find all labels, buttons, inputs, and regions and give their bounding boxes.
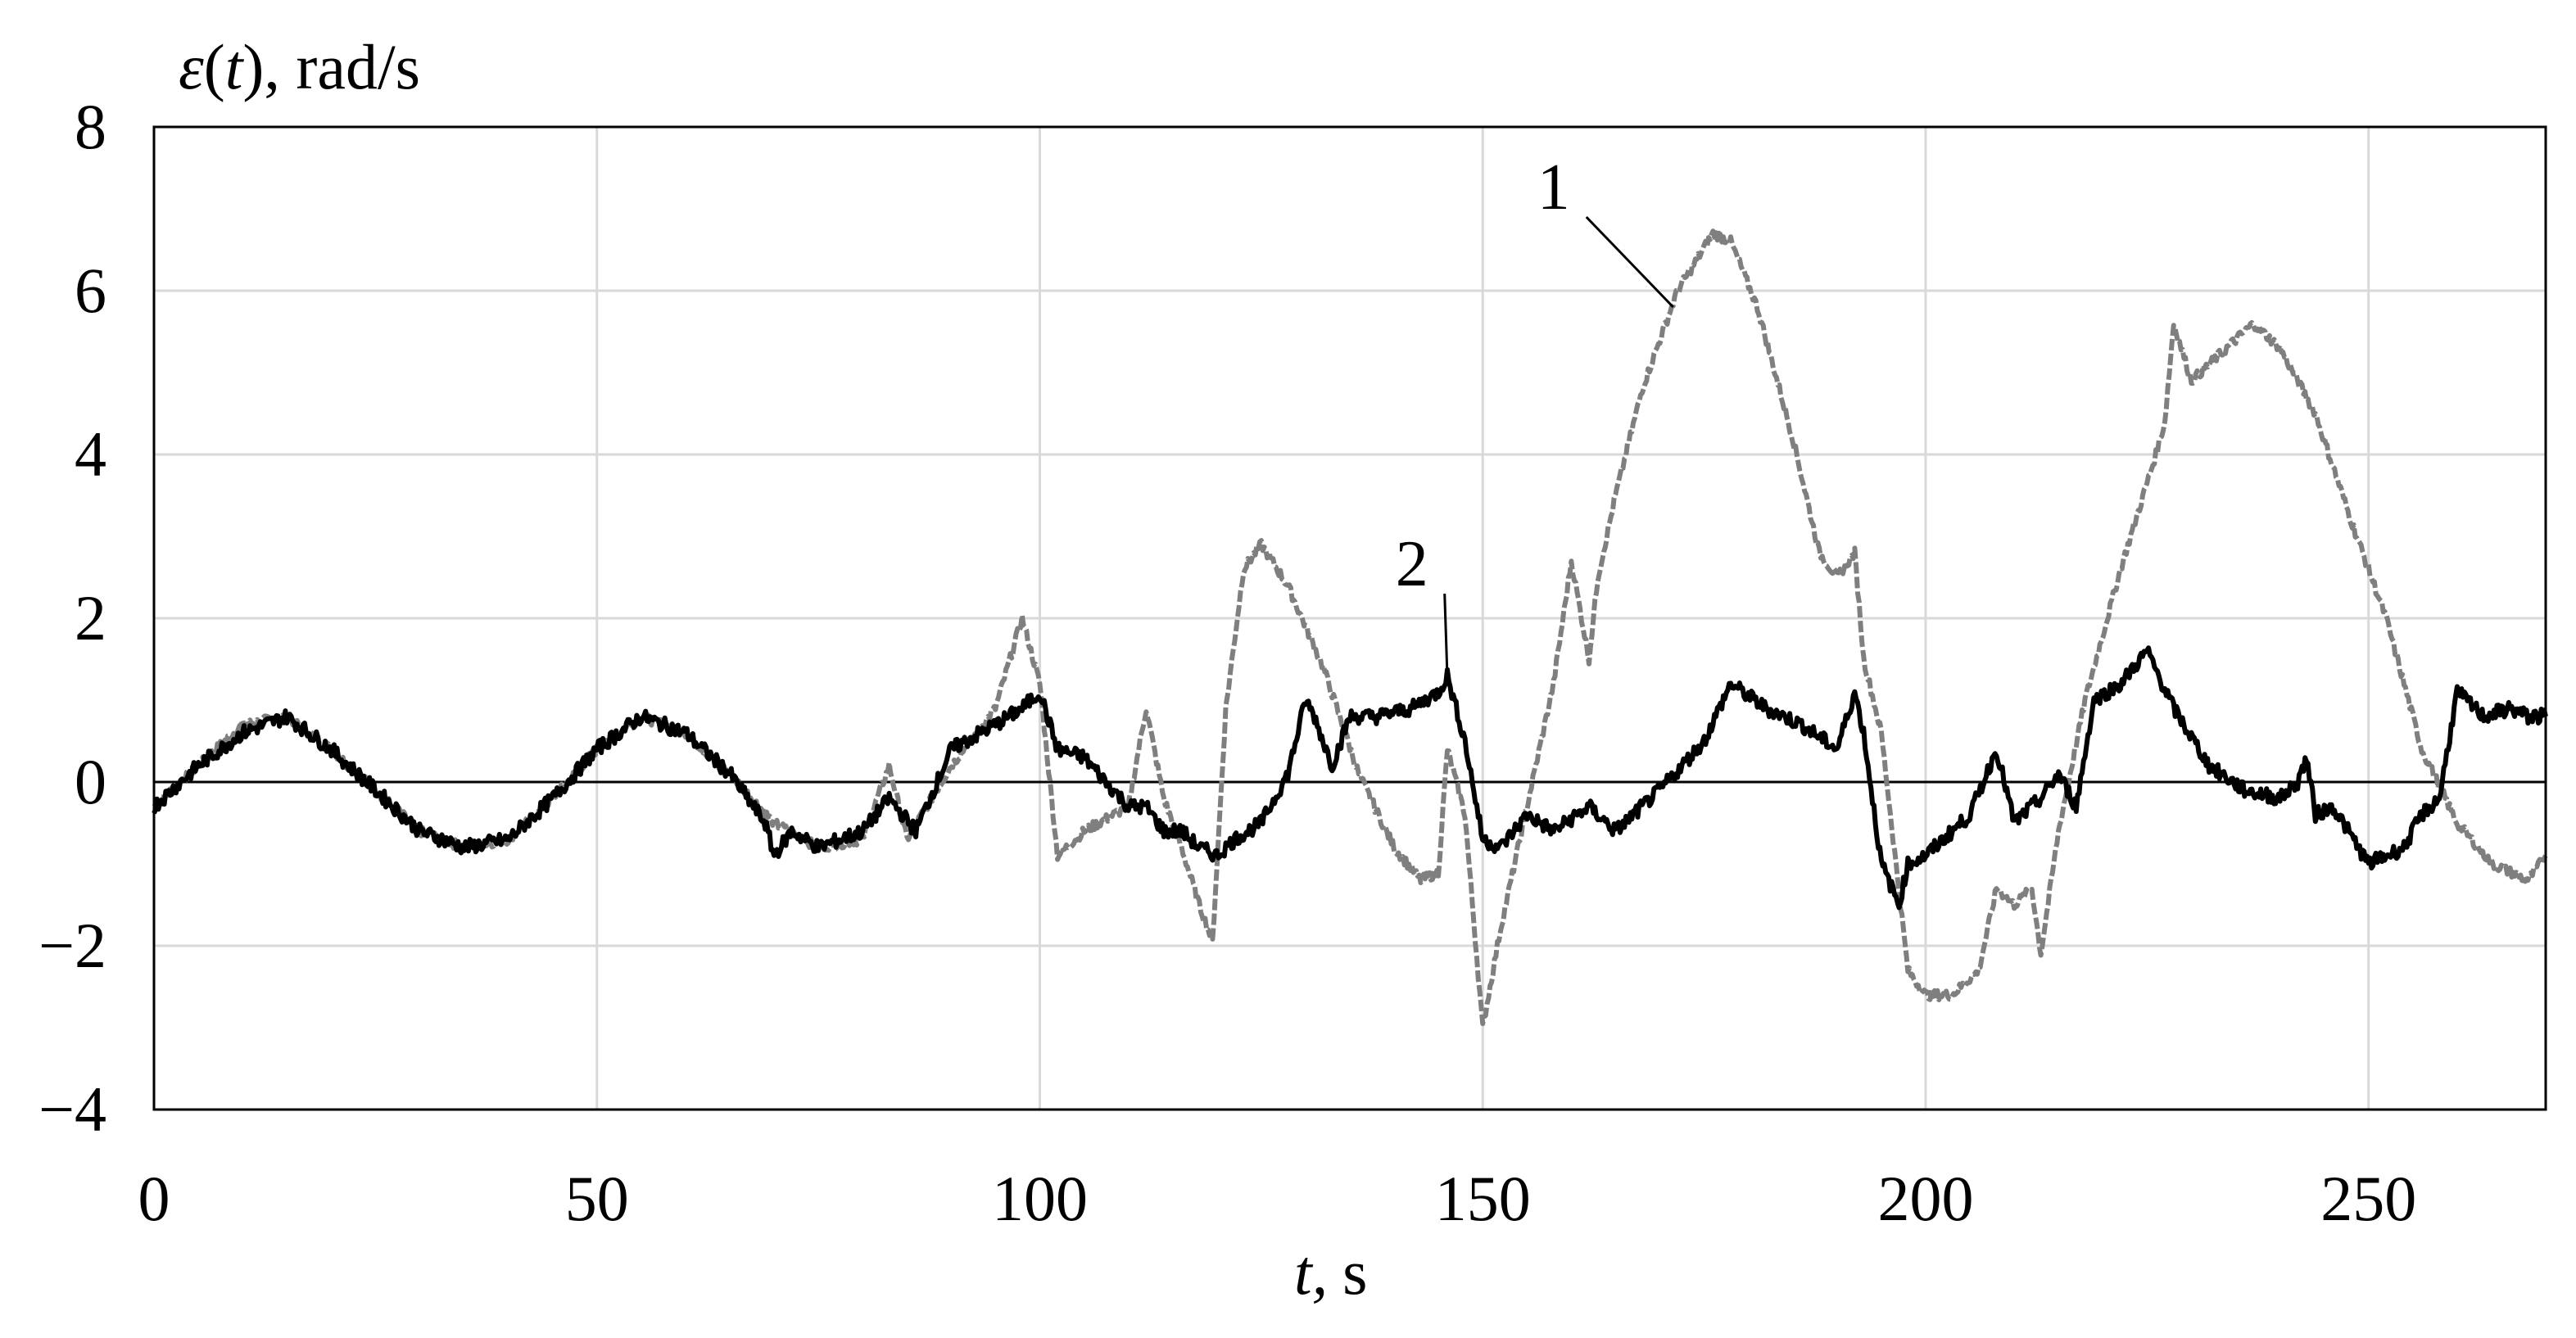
y-tick-label: 2 xyxy=(75,582,106,653)
y-tick-label: 8 xyxy=(75,91,106,162)
x-tick-label: 0 xyxy=(138,1163,170,1234)
x-axis-title: t, s xyxy=(1294,1236,1368,1308)
y-axis-title-unit: , rad/s xyxy=(264,31,420,102)
x-tick-labels: 0 50 100 150 200 250 xyxy=(138,1163,2417,1234)
x-axis-title-var: t, xyxy=(1294,1236,1328,1308)
y-tick-label: 0 xyxy=(75,746,106,817)
annotation-leader-1 xyxy=(1585,215,1674,309)
y-tick-label: −4 xyxy=(38,1074,106,1145)
x-axis-title-unit: s xyxy=(1342,1236,1367,1308)
y-axis-title-rest: ) xyxy=(242,31,264,102)
annotation-leader-2 xyxy=(1443,593,1449,676)
y-axis-title-open: ( xyxy=(204,31,225,102)
curve-annotations: 12 xyxy=(1396,151,1674,676)
plot-frame xyxy=(152,125,2547,1111)
annotation-label-2: 2 xyxy=(1396,528,1428,600)
grid xyxy=(152,125,2546,1111)
series-line-2 xyxy=(152,645,2548,911)
x-tick-label: 50 xyxy=(565,1163,629,1234)
series-line-1 xyxy=(152,228,2548,1027)
x-tick-label: 150 xyxy=(1435,1163,1531,1234)
y-axis-title-symbol: ε xyxy=(179,31,204,102)
y-axis-title-var: t xyxy=(225,31,245,102)
series-layer xyxy=(152,228,2548,1027)
x-tick-label: 100 xyxy=(992,1163,1088,1234)
y-tick-label: −2 xyxy=(38,910,106,981)
x-tick-label: 250 xyxy=(2320,1163,2416,1234)
x-tick-label: 200 xyxy=(1877,1163,1973,1234)
y-axis-title: ε(t), rad/s xyxy=(179,31,420,102)
annotation-label-1: 1 xyxy=(1537,151,1570,224)
y-tick-label: 6 xyxy=(75,255,106,326)
y-tick-labels: 8 6 4 2 0 −2 −4 xyxy=(38,91,106,1145)
y-tick-label: 4 xyxy=(75,418,106,490)
